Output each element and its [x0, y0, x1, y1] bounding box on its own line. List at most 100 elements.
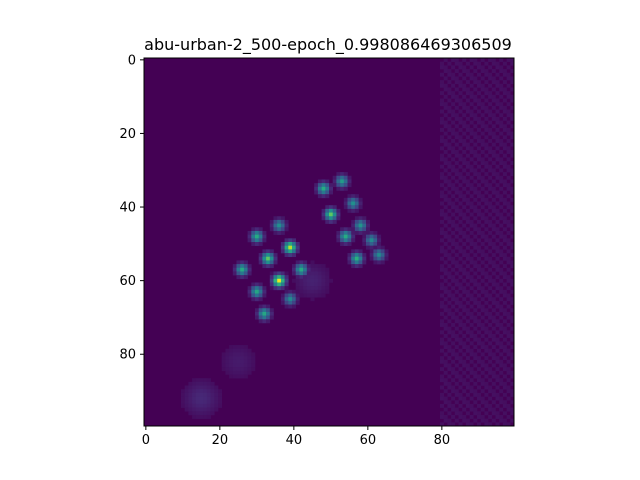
heatmap-cell	[488, 157, 493, 162]
heatmap-cell	[321, 179, 326, 184]
heatmap-cell	[510, 150, 515, 154]
heatmap-cell	[484, 172, 489, 177]
chart-title: abu-urban-2_500-epoch_0.998086469306509	[144, 35, 512, 55]
heatmap-cell	[495, 72, 500, 77]
heatmap-cell	[232, 271, 237, 276]
heatmap-cell	[506, 83, 511, 88]
heatmap-cell	[454, 205, 459, 210]
heatmap-cell	[299, 286, 304, 291]
heatmap-cell	[458, 256, 463, 261]
heatmap-cell	[477, 194, 481, 199]
heatmap-cell	[314, 186, 319, 191]
heatmap-cell	[488, 58, 493, 62]
heatmap-cell	[469, 219, 474, 224]
heatmap-cell	[188, 392, 193, 397]
heatmap-cell	[314, 289, 319, 294]
heatmap-cell	[251, 230, 256, 235]
heatmap-cell	[499, 205, 504, 210]
heatmap-cell	[462, 345, 467, 350]
heatmap-cell	[443, 260, 448, 265]
heatmap-cell	[317, 278, 322, 283]
heatmap-cell	[484, 293, 489, 298]
heatmap-cell	[510, 227, 515, 232]
heatmap-cell	[443, 289, 448, 294]
heatmap-cell	[325, 205, 330, 210]
heatmap-cell	[462, 378, 467, 383]
heatmap-cell	[269, 256, 274, 261]
heatmap-cell	[236, 367, 241, 372]
heatmap-cell	[462, 418, 467, 423]
heatmap-cell	[469, 72, 474, 77]
heatmap-cell	[499, 359, 504, 364]
heatmap-cell	[188, 381, 193, 386]
heatmap-cell	[458, 194, 463, 199]
heatmap-cell	[351, 256, 356, 261]
heatmap-cell	[458, 286, 463, 291]
heatmap-cell	[284, 219, 289, 224]
heatmap-cell	[506, 127, 511, 132]
heatmap-cell	[488, 168, 493, 173]
heatmap-cell	[480, 249, 485, 254]
heatmap-cell	[336, 212, 341, 217]
heatmap-cell	[354, 249, 359, 254]
heatmap-cell	[447, 282, 452, 287]
heatmap-cell	[351, 230, 356, 235]
heatmap-cell	[473, 87, 478, 92]
heatmap-cell	[258, 256, 263, 261]
heatmap-cell	[273, 227, 278, 232]
heatmap-cell	[495, 120, 500, 125]
heatmap-cell	[488, 91, 493, 96]
heatmap-cell	[469, 175, 474, 180]
heatmap-cell	[332, 208, 337, 213]
heatmap-cell	[377, 238, 382, 243]
heatmap-cell	[469, 341, 474, 346]
heatmap-cell	[440, 396, 444, 401]
heatmap-cell	[440, 219, 444, 224]
heatmap-cell	[465, 253, 470, 258]
heatmap-cell	[277, 219, 282, 224]
heatmap-cell	[488, 242, 493, 246]
heatmap-cell	[495, 341, 500, 346]
heatmap-cell	[473, 94, 478, 99]
heatmap-cell	[491, 345, 496, 350]
heatmap-cell	[473, 260, 478, 265]
heatmap-cell	[502, 293, 507, 298]
heatmap-cell	[240, 345, 245, 350]
heatmap-cell	[454, 418, 459, 423]
heatmap-cell	[451, 102, 456, 107]
heatmap-cell	[443, 267, 448, 272]
heatmap-cell	[329, 212, 333, 217]
heatmap-cell	[447, 227, 452, 232]
heatmap-cell	[210, 381, 215, 386]
heatmap-cell	[484, 271, 489, 276]
heatmap-cell	[214, 392, 219, 397]
heatmap-cell	[303, 293, 308, 298]
heatmap-cell	[280, 219, 285, 224]
heatmap-cell	[358, 197, 363, 202]
heatmap-cell	[465, 179, 470, 184]
heatmap-cell	[258, 315, 263, 320]
heatmap-cell	[306, 286, 311, 291]
heatmap-cell	[206, 414, 211, 419]
x-tick-label: 20	[212, 433, 229, 448]
y-tick-label: 60	[119, 274, 136, 289]
heatmap-cell	[240, 264, 245, 269]
heatmap-cell	[273, 223, 278, 228]
heatmap-cell	[491, 168, 496, 173]
heatmap-cell	[477, 356, 481, 361]
heatmap-cell	[454, 308, 459, 313]
x-tick-label: 0	[142, 433, 150, 448]
heatmap-cell	[462, 322, 467, 327]
heatmap-cell	[473, 337, 478, 342]
heatmap-cell	[440, 164, 444, 169]
heatmap-cell	[184, 403, 189, 408]
heatmap-cell	[255, 234, 259, 239]
heatmap-cell	[480, 381, 485, 386]
heatmap-cell	[251, 293, 256, 298]
heatmap-cell	[451, 348, 456, 353]
heatmap-cell	[506, 212, 511, 217]
heatmap-cell	[292, 300, 296, 305]
heatmap-cell	[243, 260, 248, 265]
heatmap-cell	[232, 374, 237, 379]
heatmap-cell	[269, 282, 274, 287]
